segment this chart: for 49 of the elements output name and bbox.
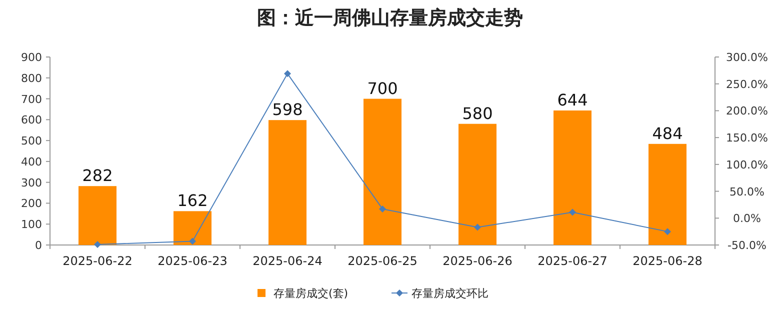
y-tick-label: 900 [21, 51, 42, 64]
x-tick-label: 2025-06-25 [348, 254, 418, 268]
y-tick-label: 500 [21, 134, 42, 148]
point [94, 240, 101, 248]
y-tick-label: 700 [21, 92, 42, 106]
bar [648, 144, 686, 245]
x-tick-label: 2025-06-22 [62, 254, 132, 268]
data-label: 644 [557, 90, 588, 110]
y-tick-label: 0 [35, 239, 42, 252]
y2-tick-label: 0.0% [733, 212, 761, 226]
bar [268, 120, 306, 245]
data-label: 700 [367, 78, 398, 98]
y2-tick-label: 250.0% [726, 78, 768, 91]
x-tick-label: 2025-06-28 [632, 254, 702, 268]
point [284, 70, 291, 78]
point [189, 238, 196, 245]
data-label: 598 [272, 100, 303, 120]
y-tick-label: 300 [21, 176, 42, 190]
legend-label: 存量房成交(套) [274, 287, 348, 300]
y2-tick-label: 300.0% [726, 51, 768, 64]
y2-tick-label: 200.0% [726, 104, 768, 118]
y-tick-label: 800 [21, 72, 42, 85]
point [474, 224, 481, 231]
point [664, 228, 671, 236]
bar [174, 211, 212, 245]
data-label: 162 [177, 191, 208, 210]
y-tick-label: 100 [21, 218, 42, 232]
bar [458, 124, 496, 245]
data-label: 580 [462, 104, 493, 123]
y-tick-label: 600 [21, 114, 42, 127]
bar [364, 98, 402, 245]
chart-title: 图：近一周佛山存量房成交走势 [257, 7, 523, 29]
data-label: 484 [652, 124, 683, 143]
x-tick-label: 2025-06-24 [252, 254, 322, 268]
point [379, 206, 386, 213]
y-tick-label: 400 [21, 155, 42, 168]
point [569, 208, 576, 216]
legend-label: 存量房成交环比 [412, 287, 488, 300]
y2-tick-label: -50.0% [728, 239, 766, 252]
y2-tick-label: 100.0% [726, 158, 768, 172]
y-tick-label: 200 [21, 197, 42, 210]
bar [554, 110, 592, 245]
data-label: 282 [82, 166, 113, 186]
bar [78, 186, 116, 245]
x-tick-label: 2025-06-26 [442, 254, 512, 268]
x-tick-label: 2025-06-23 [158, 254, 228, 268]
x-tick-label: 2025-06-27 [538, 254, 608, 268]
y2-tick-label: 50.0% [730, 185, 764, 198]
y2-tick-label: 150.0% [726, 132, 768, 145]
